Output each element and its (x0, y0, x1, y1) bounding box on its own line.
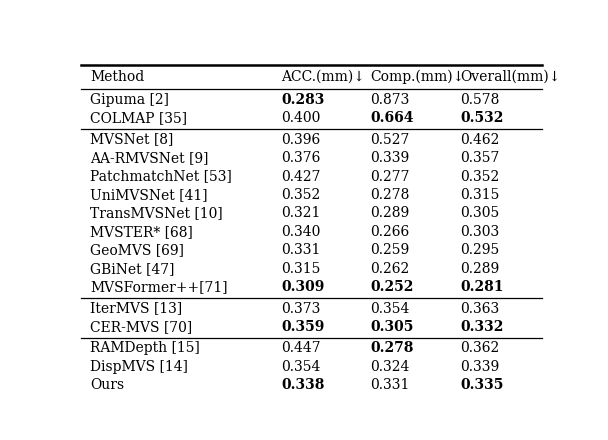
Text: 0.252: 0.252 (370, 280, 414, 294)
Text: 0.664: 0.664 (370, 111, 414, 125)
Text: 0.259: 0.259 (370, 243, 410, 257)
Text: 0.527: 0.527 (370, 132, 410, 147)
Text: 0.332: 0.332 (460, 320, 503, 334)
Text: 0.340: 0.340 (281, 225, 320, 239)
Text: 0.266: 0.266 (370, 225, 410, 239)
Text: 0.427: 0.427 (281, 169, 320, 183)
Text: 0.339: 0.339 (460, 359, 499, 374)
Text: 0.315: 0.315 (460, 188, 499, 202)
Text: 0.309: 0.309 (281, 280, 324, 294)
Text: 0.359: 0.359 (281, 320, 324, 334)
Text: 0.289: 0.289 (460, 262, 499, 276)
Text: MVSTER* [68]: MVSTER* [68] (90, 225, 193, 239)
Text: 0.373: 0.373 (281, 301, 320, 315)
Text: 0.338: 0.338 (281, 378, 324, 392)
Text: 0.295: 0.295 (460, 243, 499, 257)
Text: TransMVSNet [10]: TransMVSNet [10] (90, 206, 223, 220)
Text: AA-RMVSNet [9]: AA-RMVSNet [9] (90, 151, 209, 165)
Text: Method: Method (90, 70, 144, 84)
Text: 0.354: 0.354 (370, 301, 410, 315)
Text: IterMVS [13]: IterMVS [13] (90, 301, 182, 315)
Text: 0.315: 0.315 (281, 262, 320, 276)
Text: Ours: Ours (90, 378, 124, 392)
Text: 0.324: 0.324 (370, 359, 410, 374)
Text: 0.354: 0.354 (281, 359, 320, 374)
Text: UniMVSNet [41]: UniMVSNet [41] (90, 188, 208, 202)
Text: 0.376: 0.376 (281, 151, 320, 165)
Text: MVSNet [8]: MVSNet [8] (90, 132, 173, 147)
Text: GeoMVS [69]: GeoMVS [69] (90, 243, 184, 257)
Text: RAMDepth [15]: RAMDepth [15] (90, 341, 200, 355)
Text: 0.362: 0.362 (460, 341, 499, 355)
Text: PatchmatchNet [53]: PatchmatchNet [53] (90, 169, 232, 183)
Text: COLMAP [35]: COLMAP [35] (90, 111, 187, 125)
Text: 0.532: 0.532 (460, 111, 503, 125)
Text: 0.277: 0.277 (370, 169, 410, 183)
Text: 0.396: 0.396 (281, 132, 320, 147)
Text: 0.335: 0.335 (460, 378, 503, 392)
Text: 0.578: 0.578 (460, 93, 499, 107)
Text: 0.305: 0.305 (370, 320, 414, 334)
Text: CER-MVS [70]: CER-MVS [70] (90, 320, 192, 334)
Text: 0.331: 0.331 (281, 243, 320, 257)
Text: 0.357: 0.357 (460, 151, 499, 165)
Text: 0.305: 0.305 (460, 206, 499, 220)
Text: 0.400: 0.400 (281, 111, 320, 125)
Text: GBiNet [47]: GBiNet [47] (90, 262, 174, 276)
Text: 0.363: 0.363 (460, 301, 499, 315)
Text: 0.262: 0.262 (370, 262, 410, 276)
Text: ACC.(mm)↓: ACC.(mm)↓ (281, 70, 365, 84)
Text: Gipuma [2]: Gipuma [2] (90, 93, 169, 107)
Text: MVSFormer++[71]: MVSFormer++[71] (90, 280, 228, 294)
Text: 0.873: 0.873 (370, 93, 410, 107)
Text: 0.289: 0.289 (370, 206, 410, 220)
Text: 0.352: 0.352 (460, 169, 499, 183)
Text: 0.339: 0.339 (370, 151, 410, 165)
Text: 0.321: 0.321 (281, 206, 320, 220)
Text: 0.303: 0.303 (460, 225, 499, 239)
Text: 0.331: 0.331 (370, 378, 410, 392)
Text: 0.278: 0.278 (370, 341, 414, 355)
Text: 0.462: 0.462 (460, 132, 499, 147)
Text: Overall(mm)↓: Overall(mm)↓ (460, 70, 561, 84)
Text: 0.283: 0.283 (281, 93, 324, 107)
Text: 0.281: 0.281 (460, 280, 503, 294)
Text: 0.352: 0.352 (281, 188, 320, 202)
Text: Comp.(mm)↓: Comp.(mm)↓ (370, 70, 465, 84)
Text: DispMVS [14]: DispMVS [14] (90, 359, 188, 374)
Text: 0.278: 0.278 (370, 188, 410, 202)
Text: 0.447: 0.447 (281, 341, 320, 355)
